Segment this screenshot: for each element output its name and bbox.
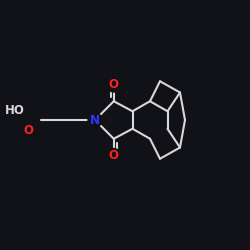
Circle shape	[6, 100, 25, 119]
Text: N: N	[90, 114, 100, 126]
Circle shape	[107, 148, 121, 162]
Text: O: O	[23, 124, 33, 136]
Circle shape	[88, 113, 102, 127]
Text: O: O	[109, 149, 119, 162]
Circle shape	[21, 123, 35, 137]
Circle shape	[107, 78, 121, 92]
Text: HO: HO	[5, 104, 25, 117]
Text: O: O	[109, 78, 119, 92]
